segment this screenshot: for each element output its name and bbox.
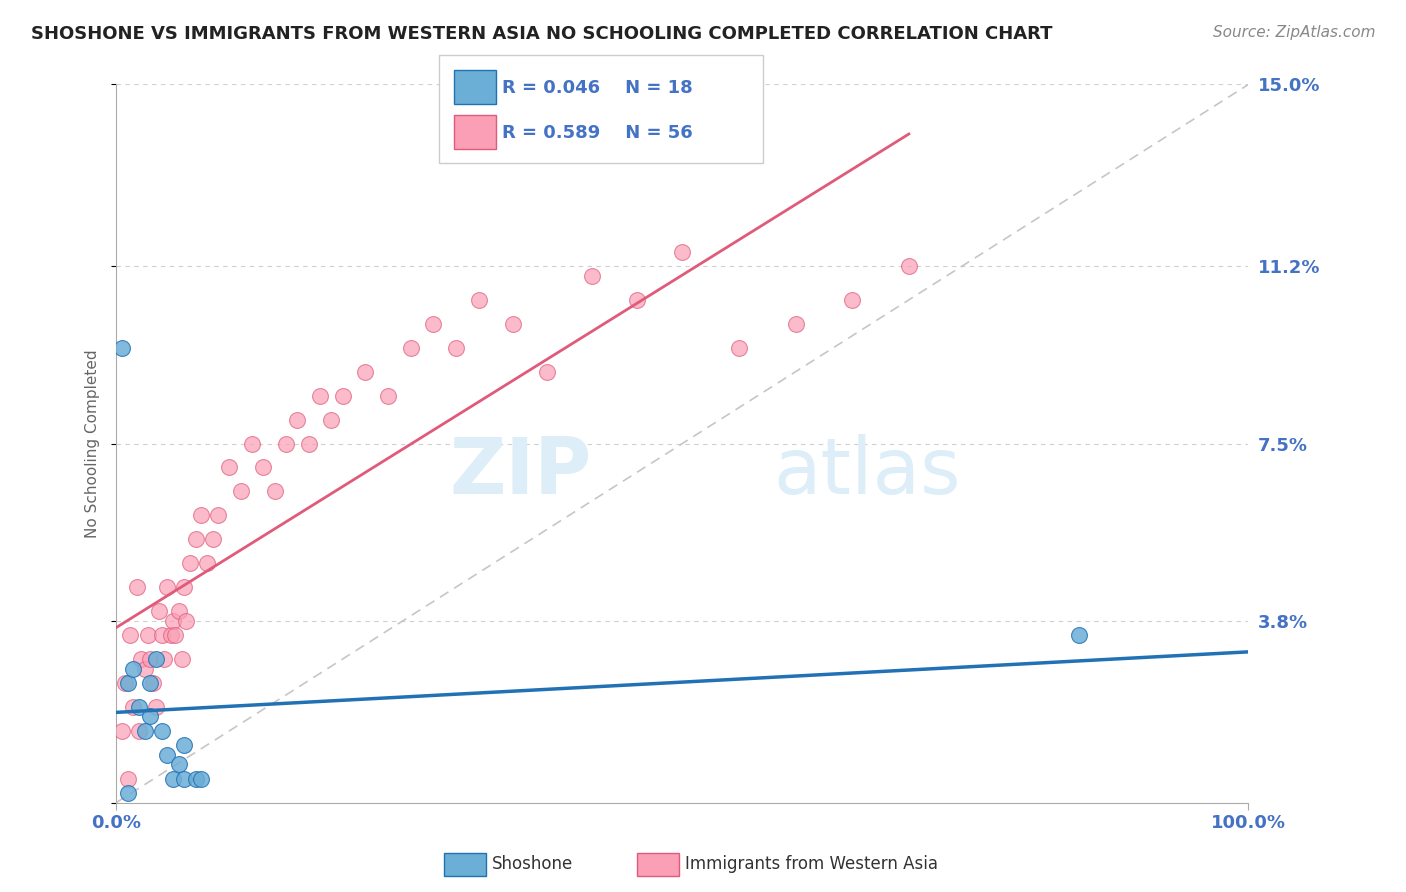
Point bbox=[399, 341, 422, 355]
Text: R = 0.589    N = 56: R = 0.589 N = 56 bbox=[502, 124, 693, 142]
Point bbox=[274, 436, 297, 450]
Point bbox=[309, 389, 332, 403]
Point bbox=[207, 508, 229, 523]
Text: SHOSHONE VS IMMIGRANTS FROM WESTERN ASIA NO SCHOOLING COMPLETED CORRELATION CHAR: SHOSHONE VS IMMIGRANTS FROM WESTERN ASIA… bbox=[31, 25, 1053, 43]
Point bbox=[150, 628, 173, 642]
Point bbox=[184, 772, 207, 786]
Point bbox=[117, 772, 139, 786]
Point bbox=[321, 412, 343, 426]
Point bbox=[117, 786, 139, 800]
Point bbox=[118, 628, 141, 642]
Point bbox=[128, 723, 150, 738]
Point bbox=[156, 580, 179, 594]
Point bbox=[150, 723, 173, 738]
Text: Immigrants from Western Asia: Immigrants from Western Asia bbox=[685, 855, 938, 873]
Point bbox=[141, 676, 163, 690]
Point bbox=[252, 460, 274, 475]
Point bbox=[298, 436, 321, 450]
Point bbox=[626, 293, 648, 307]
Point bbox=[502, 317, 524, 331]
Point bbox=[167, 604, 190, 618]
Point bbox=[184, 533, 207, 547]
Point bbox=[162, 772, 184, 786]
Point bbox=[785, 317, 807, 331]
Point bbox=[162, 614, 184, 628]
Point bbox=[176, 614, 198, 628]
Point bbox=[125, 580, 148, 594]
Point bbox=[536, 365, 558, 379]
Point bbox=[195, 556, 218, 570]
Point bbox=[122, 699, 145, 714]
Point bbox=[156, 747, 179, 762]
Y-axis label: No Schooling Completed: No Schooling Completed bbox=[86, 349, 100, 538]
Point bbox=[841, 293, 863, 307]
Point bbox=[170, 652, 193, 666]
Point bbox=[332, 389, 354, 403]
Point bbox=[122, 661, 145, 675]
Text: Shoshone: Shoshone bbox=[492, 855, 574, 873]
Point bbox=[128, 699, 150, 714]
Point bbox=[145, 652, 167, 666]
Text: R = 0.046    N = 18: R = 0.046 N = 18 bbox=[502, 79, 693, 97]
Point bbox=[422, 317, 444, 331]
Point bbox=[229, 484, 252, 499]
Point bbox=[240, 436, 263, 450]
Point bbox=[153, 652, 176, 666]
Point bbox=[263, 484, 285, 499]
Point bbox=[444, 341, 467, 355]
Text: Source: ZipAtlas.com: Source: ZipAtlas.com bbox=[1212, 25, 1375, 40]
Point bbox=[139, 709, 162, 723]
Point bbox=[134, 661, 156, 675]
Point bbox=[139, 676, 162, 690]
Point bbox=[190, 508, 212, 523]
Point bbox=[148, 604, 170, 618]
Point bbox=[354, 365, 377, 379]
Point bbox=[173, 772, 195, 786]
Point bbox=[671, 245, 693, 260]
Point bbox=[173, 738, 195, 752]
Point bbox=[129, 652, 152, 666]
Point bbox=[179, 556, 201, 570]
Point bbox=[287, 412, 309, 426]
Point bbox=[136, 628, 159, 642]
Point bbox=[897, 260, 920, 274]
Point bbox=[190, 772, 212, 786]
Text: atlas: atlas bbox=[773, 434, 960, 510]
Point bbox=[377, 389, 399, 403]
Point bbox=[218, 460, 240, 475]
Point bbox=[117, 676, 139, 690]
Point bbox=[728, 341, 751, 355]
Point bbox=[173, 580, 195, 594]
Point bbox=[114, 676, 136, 690]
Point bbox=[145, 699, 167, 714]
Point bbox=[159, 628, 181, 642]
Point bbox=[467, 293, 489, 307]
Point bbox=[167, 757, 190, 772]
Point bbox=[111, 723, 134, 738]
Point bbox=[165, 628, 187, 642]
Point bbox=[139, 652, 162, 666]
Point bbox=[201, 533, 224, 547]
Point bbox=[134, 723, 156, 738]
Point bbox=[581, 268, 603, 283]
Text: ZIP: ZIP bbox=[450, 434, 592, 510]
Point bbox=[111, 341, 134, 355]
Point bbox=[1067, 628, 1090, 642]
